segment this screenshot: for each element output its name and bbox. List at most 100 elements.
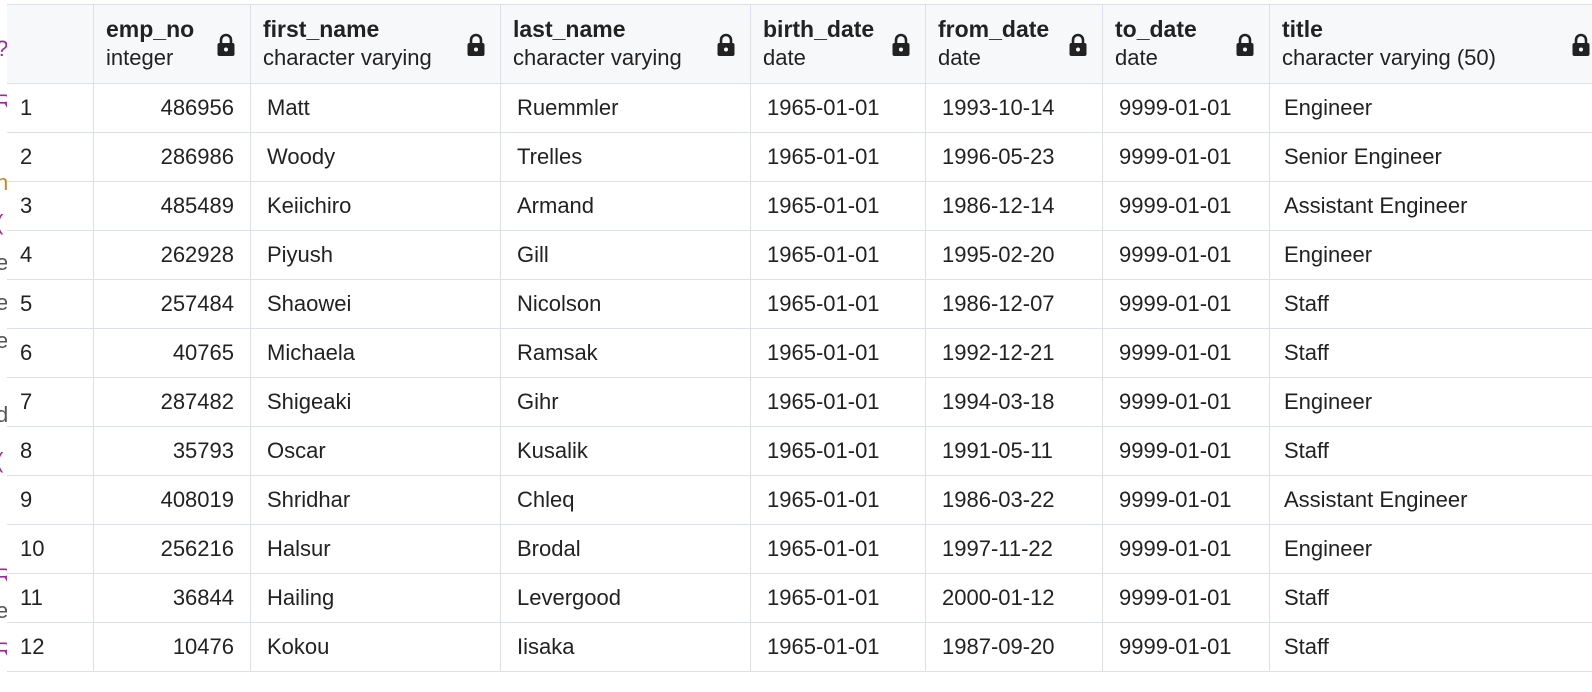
cell-last-name[interactable]: Ramsak	[500, 328, 751, 378]
table-row[interactable]: 4 262928 Piyush Gill 1965-01-01 1995-02-20 999…	[5, 230, 1592, 280]
cell-from-date[interactable]: 1992-12-21	[925, 328, 1103, 378]
cell-to-date[interactable]: 9999-01-01	[1102, 230, 1270, 280]
cell-title[interactable]: Staff	[1269, 328, 1592, 378]
cell-last-name[interactable]: Chleq	[500, 475, 751, 525]
cell-title[interactable]: Engineer	[1269, 230, 1592, 280]
cell-first-name[interactable]: Piyush	[250, 230, 501, 280]
cell-birth-date[interactable]: 1965-01-01	[750, 83, 926, 133]
cell-to-date[interactable]: 9999-01-01	[1102, 524, 1270, 574]
cell-emp-no[interactable]: 286986	[93, 132, 251, 182]
cell-first-name[interactable]: Shridhar	[250, 475, 501, 525]
cell-birth-date[interactable]: 1965-01-01	[750, 622, 926, 672]
table-row[interactable]: 3 485489 Keiichiro Armand 1965-01-01 1986-12-…	[5, 181, 1592, 231]
cell-birth-date[interactable]: 1965-01-01	[750, 426, 926, 476]
cell-first-name[interactable]: Kokou	[250, 622, 501, 672]
cell-from-date[interactable]: 1995-02-20	[925, 230, 1103, 280]
cell-emp-no[interactable]: 40765	[93, 328, 251, 378]
row-number[interactable]: 10	[5, 524, 94, 574]
cell-last-name[interactable]: Brodal	[500, 524, 751, 574]
row-number[interactable]: 3	[5, 181, 94, 231]
table-row[interactable]: 10 256216 Halsur Brodal 1965-01-01 1997-11-22…	[5, 524, 1592, 574]
cell-from-date[interactable]: 1993-10-14	[925, 83, 1103, 133]
row-number[interactable]: 6	[5, 328, 94, 378]
cell-to-date[interactable]: 9999-01-01	[1102, 426, 1270, 476]
row-number[interactable]: 1	[5, 83, 94, 133]
cell-from-date[interactable]: 1991-05-11	[925, 426, 1103, 476]
cell-emp-no[interactable]: 257484	[93, 279, 251, 329]
table-row[interactable]: 9 408019 Shridhar Chleq 1965-01-01 1986-03-22…	[5, 475, 1592, 525]
row-number[interactable]: 11	[5, 573, 94, 623]
cell-last-name[interactable]: Armand	[500, 181, 751, 231]
cell-title[interactable]: Assistant Engineer	[1269, 475, 1592, 525]
select-all-corner[interactable]	[5, 4, 94, 84]
row-number[interactable]: 4	[5, 230, 94, 280]
cell-first-name[interactable]: Woody	[250, 132, 501, 182]
table-row[interactable]: 7 287482 Shigeaki Gihr 1965-01-01 1994-03-18 9…	[5, 377, 1592, 427]
cell-birth-date[interactable]: 1965-01-01	[750, 132, 926, 182]
cell-last-name[interactable]: Ruemmler	[500, 83, 751, 133]
cell-title[interactable]: Staff	[1269, 426, 1592, 476]
cell-birth-date[interactable]: 1965-01-01	[750, 573, 926, 623]
table-row[interactable]: 6 40765 Michaela Ramsak 1965-01-01 1992-12-21…	[5, 328, 1592, 378]
cell-last-name[interactable]: Gill	[500, 230, 751, 280]
column-header[interactable]: title character varying (50)	[1269, 4, 1592, 84]
cell-title[interactable]: Engineer	[1269, 377, 1592, 427]
cell-last-name[interactable]: Iisaka	[500, 622, 751, 672]
cell-emp-no[interactable]: 486956	[93, 83, 251, 133]
cell-title[interactable]: Senior Engineer	[1269, 132, 1592, 182]
cell-to-date[interactable]: 9999-01-01	[1102, 573, 1270, 623]
cell-first-name[interactable]: Hailing	[250, 573, 501, 623]
cell-birth-date[interactable]: 1965-01-01	[750, 524, 926, 574]
cell-title[interactable]: Assistant Engineer	[1269, 181, 1592, 231]
cell-from-date[interactable]: 1994-03-18	[925, 377, 1103, 427]
column-header[interactable]: birth_date date	[750, 4, 926, 84]
cell-title[interactable]: Staff	[1269, 279, 1592, 329]
cell-last-name[interactable]: Levergood	[500, 573, 751, 623]
cell-from-date[interactable]: 2000-01-12	[925, 573, 1103, 623]
cell-emp-no[interactable]: 485489	[93, 181, 251, 231]
cell-birth-date[interactable]: 1965-01-01	[750, 377, 926, 427]
cell-from-date[interactable]: 1986-12-14	[925, 181, 1103, 231]
column-header[interactable]: from_date date	[925, 4, 1103, 84]
cell-last-name[interactable]: Nicolson	[500, 279, 751, 329]
cell-to-date[interactable]: 9999-01-01	[1102, 279, 1270, 329]
column-header[interactable]: last_name character varying	[500, 4, 751, 84]
row-number[interactable]: 5	[5, 279, 94, 329]
table-row[interactable]: 5 257484 Shaowei Nicolson 1965-01-01 1986-12-…	[5, 279, 1592, 329]
cell-last-name[interactable]: Kusalik	[500, 426, 751, 476]
cell-last-name[interactable]: Gihr	[500, 377, 751, 427]
cell-to-date[interactable]: 9999-01-01	[1102, 622, 1270, 672]
column-header[interactable]: first_name character varying	[250, 4, 501, 84]
column-header[interactable]: emp_no integer	[93, 4, 251, 84]
table-row[interactable]: 12 10476 Kokou Iisaka 1965-01-01 1987-09-20 99…	[5, 622, 1592, 672]
cell-from-date[interactable]: 1986-03-22	[925, 475, 1103, 525]
row-number[interactable]: 12	[5, 622, 94, 672]
cell-from-date[interactable]: 1997-11-22	[925, 524, 1103, 574]
cell-to-date[interactable]: 9999-01-01	[1102, 328, 1270, 378]
cell-emp-no[interactable]: 35793	[93, 426, 251, 476]
column-header[interactable]: to_date date	[1102, 4, 1270, 84]
cell-from-date[interactable]: 1986-12-07	[925, 279, 1103, 329]
cell-first-name[interactable]: Oscar	[250, 426, 501, 476]
cell-emp-no[interactable]: 262928	[93, 230, 251, 280]
cell-title[interactable]: Staff	[1269, 622, 1592, 672]
table-row[interactable]: 2 286986 Woody Trelles 1965-01-01 1996-05-23 9…	[5, 132, 1592, 182]
cell-to-date[interactable]: 9999-01-01	[1102, 83, 1270, 133]
row-number[interactable]: 8	[5, 426, 94, 476]
table-row[interactable]: 11 36844 Hailing Levergood 1965-01-01 2000-01…	[5, 573, 1592, 623]
cell-birth-date[interactable]: 1965-01-01	[750, 230, 926, 280]
cell-emp-no[interactable]: 10476	[93, 622, 251, 672]
cell-last-name[interactable]: Trelles	[500, 132, 751, 182]
cell-first-name[interactable]: Shaowei	[250, 279, 501, 329]
cell-birth-date[interactable]: 1965-01-01	[750, 328, 926, 378]
cell-birth-date[interactable]: 1965-01-01	[750, 181, 926, 231]
cell-emp-no[interactable]: 287482	[93, 377, 251, 427]
cell-title[interactable]: Staff	[1269, 573, 1592, 623]
row-number[interactable]: 9	[5, 475, 94, 525]
cell-title[interactable]: Engineer	[1269, 524, 1592, 574]
cell-to-date[interactable]: 9999-01-01	[1102, 181, 1270, 231]
table-row[interactable]: 8 35793 Oscar Kusalik 1965-01-01 1991-05-11 99…	[5, 426, 1592, 476]
cell-first-name[interactable]: Matt	[250, 83, 501, 133]
row-number[interactable]: 7	[5, 377, 94, 427]
cell-to-date[interactable]: 9999-01-01	[1102, 132, 1270, 182]
